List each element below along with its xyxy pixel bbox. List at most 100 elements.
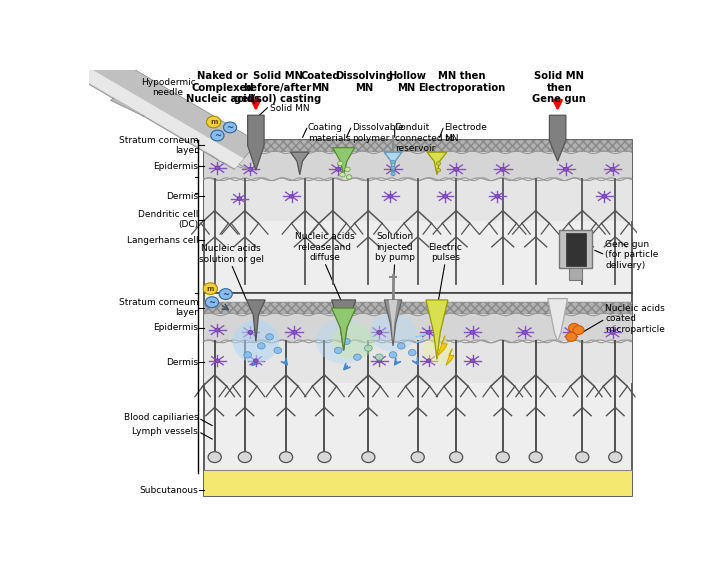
Circle shape <box>377 359 382 363</box>
Text: Epidermis: Epidermis <box>153 324 198 332</box>
Circle shape <box>207 116 221 128</box>
Text: Solid MN
then
Gene gun: Solid MN then Gene gun <box>532 71 586 104</box>
Bar <box>204 140 632 152</box>
Circle shape <box>602 194 607 198</box>
Bar <box>204 140 632 152</box>
Circle shape <box>391 166 395 170</box>
Circle shape <box>365 345 372 351</box>
Circle shape <box>205 297 219 308</box>
Circle shape <box>346 175 352 179</box>
Text: Nucleic acids
coated
microparticle: Nucleic acids coated microparticle <box>605 304 666 334</box>
Text: Nucleic acids
solution or gel: Nucleic acids solution or gel <box>199 245 263 264</box>
Bar <box>204 179 632 221</box>
Ellipse shape <box>331 324 375 359</box>
Circle shape <box>253 359 258 363</box>
Circle shape <box>450 452 463 463</box>
Text: Dendritic cell
(DC): Dendritic cell (DC) <box>138 210 198 229</box>
Circle shape <box>248 167 253 171</box>
Circle shape <box>569 324 580 332</box>
Polygon shape <box>549 115 566 161</box>
Text: Naked or
Complexed
Nucleic acids: Naked or Complexed Nucleic acids <box>186 71 260 104</box>
Circle shape <box>411 452 424 463</box>
Text: Langerhans cell: Langerhans cell <box>127 236 198 245</box>
Circle shape <box>362 452 375 463</box>
Circle shape <box>292 331 297 335</box>
Bar <box>204 140 632 293</box>
Circle shape <box>377 331 382 335</box>
Bar <box>204 314 632 342</box>
Bar <box>204 302 632 314</box>
Text: MN then
Electroporation: MN then Electroporation <box>418 71 506 92</box>
Circle shape <box>280 452 292 463</box>
Circle shape <box>388 194 393 198</box>
Circle shape <box>338 161 343 166</box>
Circle shape <box>523 331 527 335</box>
Circle shape <box>248 331 253 335</box>
Text: Dissolvable
polymer: Dissolvable polymer <box>352 123 404 143</box>
Circle shape <box>244 352 251 358</box>
Circle shape <box>501 167 506 171</box>
Text: Solid MN: Solid MN <box>270 104 309 112</box>
Circle shape <box>274 347 282 353</box>
Bar <box>204 293 632 496</box>
Circle shape <box>609 452 622 463</box>
Text: m: m <box>210 119 217 125</box>
Ellipse shape <box>232 320 279 363</box>
Polygon shape <box>384 152 402 175</box>
Polygon shape <box>384 300 402 346</box>
Circle shape <box>336 167 341 171</box>
Circle shape <box>610 167 615 171</box>
Circle shape <box>208 452 222 463</box>
Bar <box>204 470 632 496</box>
Text: Coating
materials: Coating materials <box>308 123 350 143</box>
Text: Electric
pulses: Electric pulses <box>428 243 462 262</box>
Text: Coated
MN: Coated MN <box>300 71 340 92</box>
Text: Gene gun
(for particle
delivery): Gene gun (for particle delivery) <box>605 240 658 270</box>
Polygon shape <box>331 300 355 350</box>
Circle shape <box>211 130 224 141</box>
Bar <box>204 302 632 314</box>
Circle shape <box>436 168 441 172</box>
Ellipse shape <box>316 319 371 364</box>
Circle shape <box>569 331 573 335</box>
Circle shape <box>239 452 251 463</box>
Circle shape <box>610 331 615 335</box>
Text: Solid MN
before/after
gel(sol) casting: Solid MN before/after gel(sol) casting <box>234 71 321 104</box>
Text: Stratum corneum
layer: Stratum corneum layer <box>119 298 198 317</box>
Circle shape <box>266 333 273 340</box>
Bar <box>569 268 582 280</box>
Circle shape <box>203 283 217 294</box>
Text: Hollow
MN: Hollow MN <box>388 71 426 92</box>
Circle shape <box>340 173 346 177</box>
Circle shape <box>409 349 416 356</box>
Circle shape <box>576 452 589 463</box>
Circle shape <box>334 347 342 353</box>
Circle shape <box>529 452 542 463</box>
Circle shape <box>391 167 396 171</box>
Text: Subcutanous: Subcutanous <box>139 486 198 494</box>
Polygon shape <box>389 300 397 342</box>
Polygon shape <box>446 349 454 365</box>
Circle shape <box>495 194 500 198</box>
Circle shape <box>426 331 431 335</box>
Polygon shape <box>290 152 309 175</box>
Text: ~: ~ <box>227 123 234 132</box>
Circle shape <box>345 167 350 171</box>
Bar <box>204 152 632 179</box>
Circle shape <box>496 452 509 463</box>
Text: Stratum corneum
layer: Stratum corneum layer <box>119 136 198 155</box>
Bar <box>559 230 592 269</box>
Ellipse shape <box>370 313 416 352</box>
Text: Lymph vessels: Lymph vessels <box>132 427 198 436</box>
Text: Nucleic acids
release and
diffuse: Nucleic acids release and diffuse <box>295 232 354 262</box>
Text: Dermis: Dermis <box>166 357 198 367</box>
Circle shape <box>318 452 331 463</box>
Circle shape <box>375 354 383 360</box>
Text: ~: ~ <box>208 298 215 307</box>
Polygon shape <box>438 336 447 356</box>
Circle shape <box>389 352 397 358</box>
Text: ~: ~ <box>222 290 229 298</box>
Text: Electrode
MN: Electrode MN <box>444 123 487 143</box>
Circle shape <box>397 343 405 349</box>
Circle shape <box>566 332 577 342</box>
